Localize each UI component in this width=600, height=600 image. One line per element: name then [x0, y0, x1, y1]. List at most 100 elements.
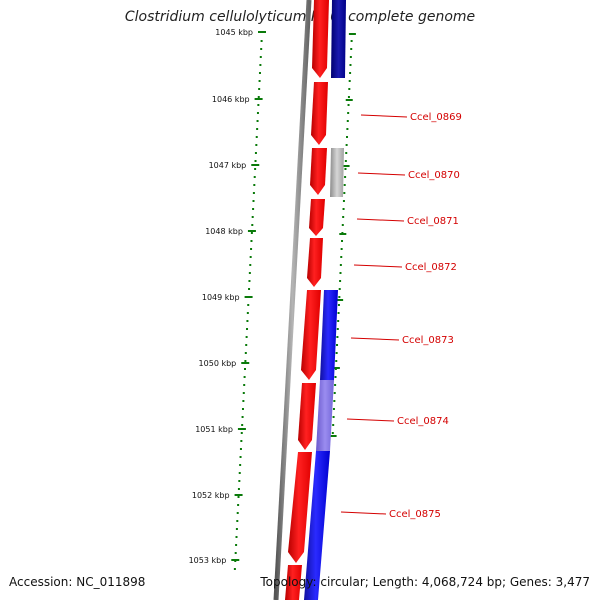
ring-dot	[336, 344, 339, 346]
kbp-tick-label: 1050 kbp	[199, 359, 237, 368]
ring-dot	[242, 392, 245, 394]
gene-labels: Ccel_0869 Ccel_0870 Ccel_0871 Ccel_0872 Ccel…	[340, 112, 462, 520]
ring-dot	[239, 464, 242, 466]
ring-dot	[239, 456, 242, 458]
ring-dot	[236, 520, 239, 522]
ring-dot	[248, 272, 251, 274]
ring-dot	[248, 288, 251, 290]
ring-dot	[252, 192, 255, 194]
gene-arrow[interactable]	[288, 452, 312, 563]
gene-arrow[interactable]	[331, 0, 346, 78]
ring-dot	[260, 48, 263, 50]
ring-dot	[339, 272, 342, 274]
ring-dot	[342, 208, 345, 210]
ring-dot	[255, 136, 258, 138]
kbp-tick-label: 1045 kbp	[215, 28, 253, 37]
ring-dot	[350, 40, 353, 42]
ring-dot	[258, 88, 261, 90]
ring-dot	[241, 424, 244, 426]
ring-dot	[342, 200, 345, 202]
ring-dot	[256, 128, 259, 130]
ring-dot	[246, 312, 249, 314]
ring-dot	[347, 96, 350, 98]
gene-label[interactable]: Ccel_0871	[407, 216, 459, 227]
ring-dot	[333, 400, 336, 402]
gene-arrow[interactable]	[304, 451, 330, 600]
ring-dot	[338, 288, 341, 290]
kbp-tick-label: 1048 kbp	[205, 227, 243, 236]
ring-dot	[340, 248, 343, 250]
ring-dot	[237, 504, 240, 506]
ring-dot	[252, 200, 255, 202]
kbp-tick-label: 1049 kbp	[202, 293, 240, 302]
gene-label[interactable]: Ccel_0872	[405, 262, 457, 273]
gene-arrow[interactable]	[309, 199, 325, 236]
gene-arrow[interactable]	[301, 290, 321, 380]
ring-dot	[334, 376, 337, 378]
gene-arrow[interactable]	[311, 82, 328, 145]
ring-dot	[341, 224, 344, 226]
gene-arrow-light[interactable]	[316, 380, 334, 451]
gene-arrow[interactable]	[298, 383, 316, 450]
ring-dot	[336, 336, 339, 338]
ring-dot	[346, 120, 349, 122]
ring-dot	[255, 144, 258, 146]
ring-dot	[246, 328, 249, 330]
gene-label[interactable]: Ccel_0870	[408, 170, 460, 181]
ring-dot	[348, 80, 351, 82]
ring-dot	[247, 304, 250, 306]
ring-dot	[254, 168, 257, 170]
ring-dot	[254, 160, 257, 162]
inner-dotted-ring	[329, 33, 356, 437]
gene-arrow[interactable]	[320, 290, 338, 380]
gene-label[interactable]: Ccel_0874	[397, 416, 449, 427]
ring-dot	[245, 344, 248, 346]
ring-dot	[237, 488, 240, 490]
ring-dot	[342, 216, 345, 218]
gene-arrow-gray[interactable]	[330, 148, 344, 197]
forward-strand	[285, 0, 329, 600]
gene-arrow[interactable]	[312, 0, 329, 78]
gene-label[interactable]: Ccel_0873	[402, 335, 454, 346]
ring-dot	[239, 448, 242, 450]
ring-dot	[332, 416, 335, 418]
genome-title: Clostridium cellulolyticum H10, complete…	[124, 9, 476, 25]
ring-dot	[258, 80, 261, 82]
ring-dot	[259, 56, 262, 58]
ring-dot	[345, 152, 348, 154]
ring-dot	[243, 384, 246, 386]
kbp-ticks: 1045 kbp 1046 kbp 1047 kbp 1048 kbp 1049 kbp…	[189, 28, 266, 565]
ring-dot	[332, 424, 335, 426]
ring-dot	[349, 64, 352, 66]
ring-dot	[337, 304, 340, 306]
ring-dot	[250, 240, 253, 242]
ring-dot	[340, 256, 343, 258]
ring-dot	[337, 312, 340, 314]
ring-dot	[336, 328, 339, 330]
gene-leader-line	[353, 264, 403, 268]
ring-dot	[243, 376, 246, 378]
ring-dot	[259, 64, 262, 66]
genome-backbone	[273, 0, 312, 600]
gene-arrow[interactable]	[285, 565, 302, 600]
ring-dot	[347, 104, 350, 106]
gene-arrow[interactable]	[307, 238, 323, 287]
ring-dot	[238, 480, 241, 482]
gene-label[interactable]: Ccel_0875	[389, 509, 441, 520]
ring-dot	[335, 352, 338, 354]
ring-dot	[344, 176, 347, 178]
gene-leader-line	[346, 418, 395, 422]
ring-dot	[258, 72, 261, 74]
kbp-tick-label: 1052 kbp	[192, 491, 230, 500]
ring-dot	[233, 568, 236, 570]
ring-dot	[235, 528, 238, 530]
gene-arrow[interactable]	[310, 148, 327, 195]
ring-dot	[252, 208, 255, 210]
gene-label[interactable]: Ccel_0869	[410, 112, 462, 123]
ring-dot	[344, 168, 347, 170]
ring-dot	[241, 408, 244, 410]
ring-dot	[244, 352, 247, 354]
ring-dot	[346, 128, 349, 130]
ring-dot	[331, 432, 334, 434]
